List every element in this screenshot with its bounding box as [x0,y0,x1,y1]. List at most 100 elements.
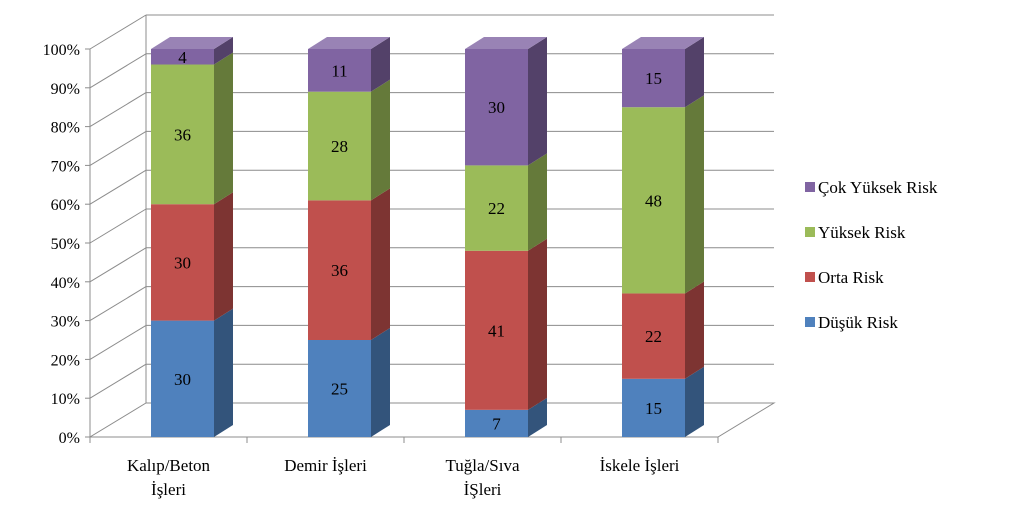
bars [151,37,704,437]
legend-item: Düşük Risk [805,313,898,332]
bar-side [528,397,547,437]
bar-segment [308,328,390,437]
x-category-label-line: Tuğla/Sıva [445,456,519,475]
data-label: 36 [174,125,191,144]
bar-side [371,79,390,201]
bar-front [465,250,528,410]
bar-front [308,49,371,92]
bar-front [308,200,371,340]
y-tick-label: 0% [59,430,80,447]
bar-side [685,37,704,108]
legend-label: Düşük Risk [818,313,898,332]
legend-swatch [805,227,815,237]
bar-segment [465,397,547,437]
side-wall-line [89,169,147,205]
bar-side [685,366,704,437]
data-label: 22 [645,327,662,346]
data-label: 7 [492,414,501,433]
bar-top [622,37,704,49]
y-tick-label: 30% [51,314,80,331]
legend-label: Orta Risk [818,268,884,287]
bar-segment [151,52,233,205]
bar-front [151,49,214,65]
bar-side [528,37,547,166]
y-tick-label: 20% [51,352,80,369]
legend-item: Orta Risk [805,268,884,287]
bar-segment [465,238,547,410]
bar-side [214,308,233,437]
x-category-label-line: İskele İşleri [600,456,680,475]
data-label: 36 [331,261,348,280]
legend-swatch [805,182,815,192]
bar-side [371,328,390,437]
bar-side [528,153,547,251]
data-label: 15 [645,69,662,88]
x-category-label-line: İşleri [151,480,186,499]
bar-segment [151,308,233,437]
bar-front [465,165,528,251]
legend-label: Yüksek Risk [818,223,906,242]
legend-swatch [805,272,815,282]
y-tick-label: 80% [51,120,80,137]
data-label: 28 [331,137,348,156]
bar-front [308,91,371,201]
bar-front [151,64,214,205]
bar-segment [622,37,704,108]
y-tick-label: 70% [51,158,80,175]
data-label: 22 [488,199,505,218]
side-wall-line [89,92,147,128]
x-category-label: Tuğla/Sıva İŞleri [445,456,519,499]
bar-segment [308,79,390,201]
y-tick-label: 50% [51,236,80,253]
legend-item: Yüksek Risk [805,223,906,242]
bar-front [151,320,214,437]
side-wall-line [89,247,147,283]
bar-front [308,340,371,437]
bar-side [214,192,233,321]
x-category-label: İskele İşleri [600,456,680,475]
data-label: 30 [488,98,505,117]
side-wall-line [89,53,147,89]
x-category-label: Kalıp/Beton İşleri [127,456,211,499]
x-axis: Kalıp/Beton İşleri Demir İşleri Tuğla/Sıva İ… [89,436,719,499]
bar-side [685,95,704,294]
data-label: 30 [174,253,191,272]
bar-top [151,37,233,49]
data-labels: 30 30 36 4 25 36 28 11 7 41 22 30 15 22 48 15 [174,48,662,434]
data-label: 25 [331,380,348,399]
bar-segment [622,366,704,437]
y-tick-label: 100% [43,42,80,59]
y-tick-label: 60% [51,197,80,214]
y-axis: 0% 10% 20% 30% 40% 50% 60% 70% 80% 90% 100% [43,42,91,447]
bar-top [308,37,390,49]
y-tick-label: 90% [51,81,80,98]
x-category-label-line: Kalıp/Beton [127,456,211,475]
bar-side [685,281,704,379]
bar-side [371,188,390,340]
bar-segment [151,192,233,321]
data-label: 15 [645,399,662,418]
bar-side [528,238,547,410]
bar-front [151,204,214,321]
bar-front [465,49,528,166]
bar-top [465,37,547,49]
data-label: 48 [645,191,662,210]
bar-segment [622,95,704,294]
legend-item: Çok Yüksek Risk [805,178,938,197]
data-label: 4 [178,48,187,67]
bar-segment [308,188,390,340]
bar-segment [465,153,547,251]
data-label: 30 [174,370,191,389]
y-tick-label: 40% [51,275,80,292]
x-category-label-line: Demir İşleri [284,456,367,475]
y-tick-label: 10% [51,391,80,408]
data-label: 41 [488,321,505,340]
bar-front [622,49,685,108]
legend: Çok Yüksek Risk Yüksek Risk Orta Risk Düşük… [805,178,938,332]
bar-side [371,37,390,92]
side-wall-line [89,130,147,166]
bar-front [622,293,685,379]
data-label: 11 [331,61,347,80]
